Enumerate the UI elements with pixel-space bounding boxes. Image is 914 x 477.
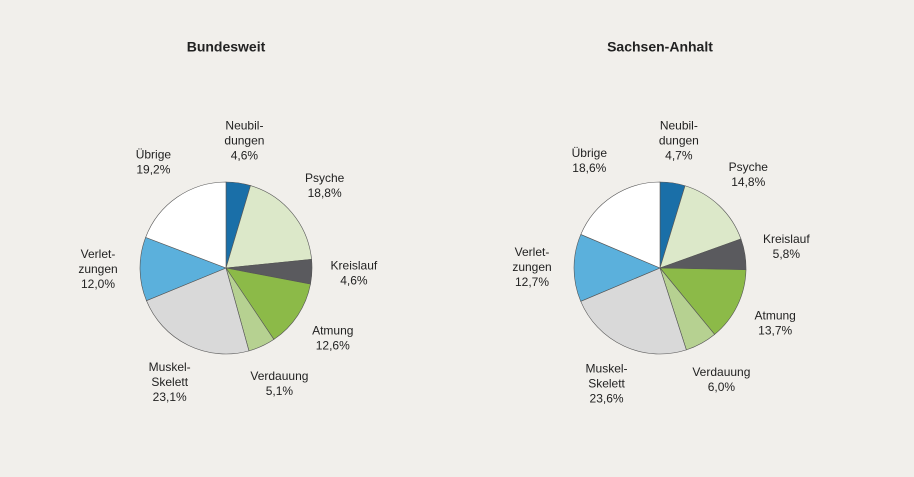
slice-label: Neubil- (660, 119, 698, 133)
pie-slice (146, 267, 250, 355)
value-label: 18,8% (308, 186, 342, 200)
value-label: 5,1% (266, 384, 294, 398)
value-label: 18,6% (572, 161, 606, 175)
pie-slice (573, 234, 661, 302)
slice-label: Verdauung (692, 365, 750, 379)
slice-label: Verdauung (250, 369, 308, 383)
pie-slice (139, 236, 227, 302)
slice-label: dungen (659, 134, 699, 148)
pie-slice (580, 181, 661, 269)
pie-slice (225, 185, 312, 269)
slice-label: Skelett (151, 375, 188, 389)
value-label: 14,8% (731, 175, 765, 189)
slice-label: Übrige (572, 146, 608, 160)
slice-label: Muskel- (586, 361, 628, 375)
value-label: 6,0% (708, 380, 736, 394)
slice-label: Muskel- (149, 360, 191, 374)
value-label: 23,6% (590, 391, 624, 405)
slice-label: Übrige (136, 147, 172, 161)
slice-label: Kreislauf (763, 232, 810, 246)
slice-label: dungen (224, 134, 264, 148)
slice-label: Psyche (305, 171, 345, 185)
pie-slice (145, 181, 227, 269)
pie-slice (659, 185, 742, 269)
value-label: 4,6% (340, 273, 368, 287)
pie-slice (659, 267, 747, 335)
slice-label: Atmung (755, 308, 796, 322)
chart-title: Bundesweit (187, 39, 266, 55)
value-label: 5,8% (773, 247, 801, 261)
slice-label: zungen (78, 262, 117, 276)
value-label: 12,7% (515, 275, 549, 289)
slice-label: Kreislauf (331, 258, 378, 272)
chart-title: Sachsen-Anhalt (607, 39, 713, 55)
value-label: 12,0% (81, 277, 115, 291)
slice-label: Atmung (312, 323, 353, 337)
pie-slice (580, 267, 687, 355)
pie-slice (225, 267, 311, 340)
slice-label: Skelett (588, 376, 625, 390)
value-label: 23,1% (153, 390, 187, 404)
value-label: 4,7% (665, 149, 693, 163)
slice-label: zungen (512, 260, 551, 274)
slice-label: Psyche (729, 160, 769, 174)
value-label: 13,7% (758, 323, 792, 337)
value-label: 4,6% (231, 149, 259, 163)
slice-label: Verlet- (81, 247, 116, 261)
slice-label: Verlet- (515, 245, 550, 259)
slice-label: Neubil- (225, 119, 263, 133)
value-label: 19,2% (136, 162, 170, 176)
value-label: 12,6% (316, 338, 350, 352)
